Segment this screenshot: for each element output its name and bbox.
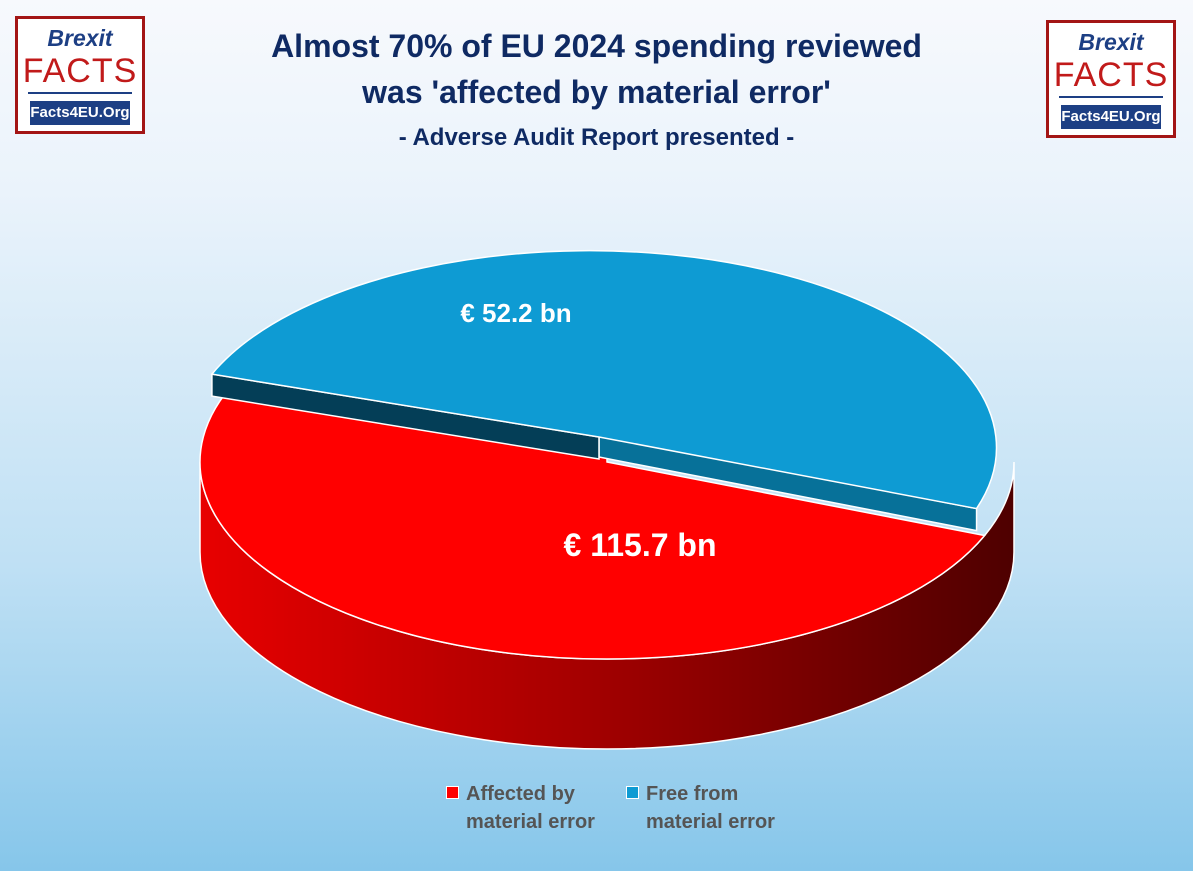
chart-subtitle: - Adverse Audit Report presented - <box>398 124 795 151</box>
legend-swatch-free <box>626 786 639 799</box>
chart-title-line-1: Almost 70% of EU 2024 spending reviewed <box>271 28 922 64</box>
logo-brand-word: Brexit <box>1078 29 1144 55</box>
logo-facts-word: FACTS <box>22 52 138 90</box>
brexit-facts-logo-right: Brexit FACTS Facts4EU.Org <box>1046 20 1176 138</box>
logo-site-name: Facts4EU.Org <box>30 101 130 125</box>
legend-label-free-line-1: Free from <box>646 783 739 805</box>
logo-site-name: Facts4EU.Org <box>1061 105 1161 129</box>
data-label-free: € 52.2 bn <box>460 298 571 328</box>
logo-divider <box>1059 96 1163 98</box>
brexit-facts-logo-left: Brexit FACTS Facts4EU.Org <box>15 16 145 134</box>
legend-label-affected-line-1: Affected by <box>466 783 575 805</box>
pie-slice-free <box>210 249 998 510</box>
legend-label-free-line-2: material error <box>646 811 775 833</box>
logo-facts-word: FACTS <box>1053 56 1169 94</box>
logo-divider <box>28 92 132 94</box>
legend-label-affected-line-2: material error <box>466 811 595 833</box>
legend-swatch-affected <box>446 786 459 799</box>
chart-title-line-2: was 'affected by material error' <box>362 74 831 110</box>
logo-brand-word: Brexit <box>47 25 113 51</box>
data-label-affected: € 115.7 bn <box>564 527 717 563</box>
